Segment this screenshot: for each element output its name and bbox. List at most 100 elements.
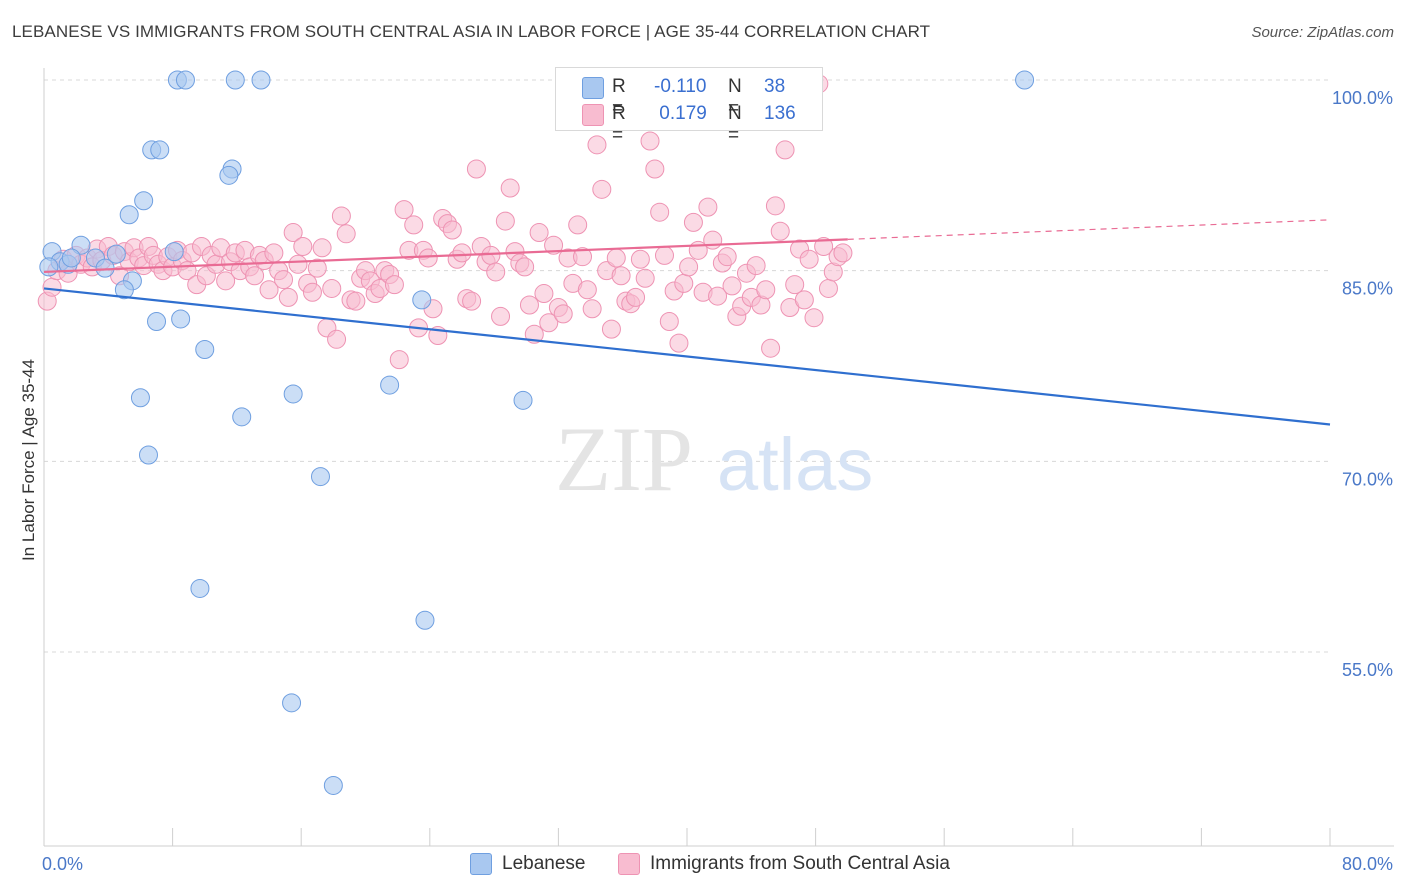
- data-point-lebanese: [195, 339, 215, 359]
- data-point-immigrants: [394, 200, 414, 220]
- data-point-immigrants: [302, 282, 322, 302]
- data-point-immigrants: [307, 258, 327, 278]
- legend-r-label: R =: [612, 76, 626, 119]
- data-point-immigrants: [814, 237, 834, 257]
- y-tick-label: 55.0%: [1342, 660, 1393, 680]
- data-point-immigrants: [592, 179, 612, 199]
- data-point-immigrants: [462, 291, 482, 311]
- data-point-immigrants: [674, 273, 694, 293]
- legend-r-label: R =: [612, 103, 626, 146]
- data-point-immigrants: [746, 256, 766, 276]
- data-point-immigrants: [288, 254, 308, 274]
- legend-label-immigrants: Immigrants from South Central Asia: [650, 853, 950, 874]
- data-point-immigrants: [708, 286, 728, 306]
- legend-n-label: N =: [728, 103, 742, 146]
- data-point-lebanese: [147, 312, 167, 332]
- data-point-immigrants: [524, 324, 544, 344]
- legend-swatch-pink: [582, 104, 604, 126]
- data-point-immigrants: [799, 249, 819, 269]
- data-point-immigrants: [346, 291, 366, 311]
- data-point-immigrants: [544, 235, 564, 255]
- data-point-immigrants: [794, 290, 814, 310]
- data-point-immigrants: [216, 271, 236, 291]
- data-point-immigrants: [698, 197, 718, 217]
- data-point-immigrants: [529, 223, 549, 243]
- data-point-immigrants: [645, 159, 665, 179]
- data-point-lebanese: [190, 578, 210, 598]
- data-point-immigrants: [495, 211, 515, 231]
- data-point-lebanese: [232, 407, 252, 427]
- data-point-lebanese: [310, 467, 330, 487]
- data-point-immigrants: [322, 278, 342, 298]
- data-point-immigrants: [626, 287, 646, 307]
- data-point-lebanese: [323, 775, 343, 795]
- data-point-immigrants: [327, 329, 347, 349]
- data-point-immigrants: [650, 202, 670, 222]
- data-point-immigrants: [278, 287, 298, 307]
- y-tick-label: 85.0%: [1342, 279, 1393, 299]
- data-point-immigrants: [534, 284, 554, 304]
- data-point-immigrants: [635, 268, 655, 288]
- data-point-immigrants: [336, 224, 356, 244]
- data-point-immigrants: [640, 131, 660, 151]
- data-point-lebanese: [114, 280, 134, 300]
- data-point-immigrants: [756, 280, 776, 300]
- data-point-immigrants: [404, 215, 424, 235]
- data-point-lebanese: [39, 257, 59, 277]
- legend-label-lebanese: Lebanese: [502, 853, 586, 874]
- legend-swatch-blue: [582, 77, 604, 99]
- legend-r-value: 0.179: [654, 103, 707, 124]
- data-point-immigrants: [384, 275, 404, 295]
- data-point-lebanese: [130, 388, 150, 408]
- data-point-lebanese: [175, 70, 195, 90]
- data-point-immigrants: [630, 249, 650, 269]
- source-label: Source: ZipAtlas.com: [1251, 24, 1394, 41]
- series-pink-points: [37, 74, 853, 370]
- series-blue-points: [39, 70, 1035, 795]
- chart-title: LEBANESE VS IMMIGRANTS FROM SOUTH CENTRA…: [12, 22, 931, 41]
- data-point-immigrants: [601, 319, 621, 339]
- data-point-immigrants: [577, 280, 597, 300]
- data-point-lebanese: [138, 445, 158, 465]
- data-point-lebanese: [150, 140, 170, 160]
- series-legend: Lebanese Immigrants from South Central A…: [0, 852, 1406, 878]
- legend-n-value: 136: [764, 103, 796, 124]
- data-point-immigrants: [717, 247, 737, 267]
- data-point-lebanese: [1015, 70, 1035, 90]
- data-point-immigrants: [389, 350, 409, 370]
- trend-lines: [43, 219, 1331, 426]
- data-point-lebanese: [513, 390, 533, 410]
- data-point-immigrants: [452, 243, 472, 263]
- data-point-lebanese: [380, 375, 400, 395]
- data-point-immigrants: [466, 159, 486, 179]
- data-point-immigrants: [654, 245, 674, 265]
- data-point-immigrants: [587, 135, 607, 155]
- data-point-immigrants: [775, 140, 795, 160]
- data-point-immigrants: [683, 212, 703, 232]
- data-point-immigrants: [331, 206, 351, 226]
- data-point-immigrants: [606, 248, 626, 268]
- data-point-lebanese: [119, 205, 139, 225]
- data-point-lebanese: [61, 248, 81, 268]
- watermark: ZIP atlas: [555, 408, 873, 510]
- legend-swatch-blue: [470, 853, 492, 875]
- data-point-immigrants: [659, 312, 679, 332]
- legend-swatch-pink: [618, 853, 640, 875]
- data-point-lebanese: [225, 70, 245, 90]
- data-point-immigrants: [833, 243, 853, 263]
- data-point-immigrants: [418, 248, 438, 268]
- legend-r-value: -0.110: [654, 76, 707, 97]
- data-point-lebanese: [171, 309, 191, 329]
- correlation-legend: R = -0.110 N = 38 R = 0.179 N = 136: [555, 67, 823, 146]
- data-point-immigrants: [274, 270, 294, 290]
- data-point-immigrants: [486, 262, 506, 282]
- legend-n-label: N =: [728, 76, 742, 119]
- data-point-immigrants: [259, 280, 279, 300]
- data-point-immigrants: [785, 275, 805, 295]
- data-point-immigrants: [582, 299, 602, 319]
- data-point-immigrants: [283, 223, 303, 243]
- x-tick-label: 0.0%: [42, 854, 83, 874]
- y-tick-label: 70.0%: [1342, 469, 1393, 489]
- y-axis-label: In Labor Force | Age 35-44: [19, 359, 38, 561]
- data-point-immigrants: [722, 276, 742, 296]
